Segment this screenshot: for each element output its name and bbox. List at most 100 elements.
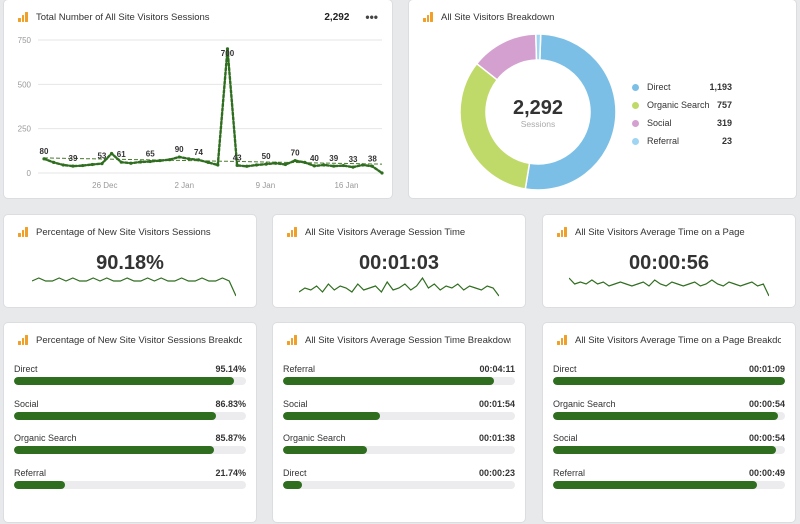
breakdown-row-value: 00:00:54	[748, 398, 785, 409]
data-point[interactable]	[177, 155, 181, 159]
progress-fill	[553, 480, 758, 489]
breakdown-row-organic-search[interactable]: Organic Search 00:01:38	[283, 432, 515, 467]
breakdown-row-referral[interactable]: Referral 00:00:49	[553, 467, 785, 502]
data-point[interactable]	[293, 158, 297, 163]
data-point[interactable]	[254, 163, 259, 167]
kpi-value: 90.18%	[96, 252, 164, 274]
data-point[interactable]	[100, 162, 104, 166]
data-point[interactable]	[187, 157, 191, 161]
data-label: 33	[349, 155, 358, 164]
trend-line	[43, 157, 383, 165]
data-point[interactable]	[61, 163, 65, 167]
legend-swatch	[632, 119, 639, 127]
data-point[interactable]	[129, 161, 133, 165]
data-point[interactable]	[380, 171, 384, 175]
data-point[interactable]	[322, 163, 326, 167]
breakdown-row-organic-search[interactable]: Organic Search 85.87%	[14, 432, 246, 467]
data-point[interactable]	[303, 160, 307, 164]
data-point[interactable]	[216, 163, 220, 167]
data-point[interactable]	[235, 163, 239, 167]
progress-fill	[283, 377, 495, 385]
data-point[interactable]	[148, 159, 152, 164]
breakdown-row-direct[interactable]: Direct 95.14%	[14, 363, 246, 398]
progress-track	[283, 446, 515, 454]
breakdown-row-value: 85.87%	[215, 433, 246, 443]
breakdown-row-label: Referral	[14, 467, 47, 478]
donut-slice-direct[interactable]	[524, 33, 617, 191]
x-tick-label: 16 Jan	[334, 181, 358, 190]
breakdown-row-direct[interactable]: Direct 00:00:23	[283, 467, 515, 502]
data-point[interactable]	[110, 151, 114, 156]
data-point[interactable]	[361, 163, 365, 167]
kpi-card-page-time: All Site Visitors Average Time on a Page…	[543, 215, 795, 307]
data-point[interactable]	[332, 164, 336, 168]
data-point[interactable]	[283, 162, 288, 167]
data-point[interactable]	[312, 164, 316, 168]
donut-center-label: Sessions	[521, 119, 556, 129]
breakdown-row-label: Social	[283, 398, 308, 409]
data-point[interactable]	[81, 163, 85, 168]
legend-item-direct[interactable]: Direct 1,193	[632, 78, 732, 96]
data-label: 80	[40, 147, 49, 156]
data-point[interactable]	[71, 164, 75, 168]
progress-fill	[283, 411, 381, 420]
legend-label: Organic Search	[647, 100, 710, 110]
data-point[interactable]	[206, 160, 210, 164]
breakdown-row-value: 86.83%	[215, 398, 246, 409]
data-point[interactable]	[196, 158, 201, 162]
breakdown-row-social[interactable]: Social 00:01:54	[283, 398, 515, 433]
breakdown-legend: Direct 1,193 Organic Search 757 Social 319 Ref…	[632, 78, 732, 150]
kpi-card-session-time: All Site Visitors Average Session Time 0…	[273, 215, 525, 307]
data-point[interactable]	[245, 164, 249, 168]
progress-track	[283, 377, 515, 385]
kpi-title: All Site Visitors Average Session Time	[305, 226, 466, 238]
donut-slice-referral[interactable]	[535, 33, 542, 61]
data-point[interactable]	[370, 164, 374, 168]
data-point[interactable]	[138, 160, 143, 164]
legend-label: Social	[647, 118, 672, 128]
breakdown-card-header: All Site Visitors Breakdown	[423, 10, 782, 24]
breakdown-row-social[interactable]: Social 00:00:54	[553, 432, 785, 467]
progress-fill	[553, 411, 779, 420]
breakdown-row-referral[interactable]: Referral 00:04:11	[283, 363, 515, 398]
more-options-icon[interactable]: •••	[365, 10, 378, 24]
bar-chart-icon	[557, 335, 567, 345]
data-point[interactable]	[42, 157, 46, 161]
breakdown-row-direct[interactable]: Direct 00:01:09	[553, 363, 785, 398]
data-point[interactable]	[90, 162, 94, 167]
data-point[interactable]	[225, 47, 230, 51]
breakdown-percent-header: Percentage of New Site Visitor Sessions …	[18, 333, 242, 347]
data-point[interactable]	[167, 158, 172, 162]
sparkline-path	[569, 277, 769, 297]
breakdown-row-value: 95.14%	[215, 364, 246, 374]
data-point[interactable]	[158, 158, 162, 163]
data-point[interactable]	[274, 161, 278, 165]
kpi-title: Percentage of New Site Visitors Sessions	[36, 226, 211, 238]
breakdown-row-referral[interactable]: Referral 21.74%	[14, 467, 246, 502]
progress-track	[553, 446, 785, 454]
data-point[interactable]	[119, 160, 123, 164]
breakdown-row-label: Organic Search	[553, 398, 616, 409]
data-point[interactable]	[52, 160, 56, 164]
donut-slice-organic-search[interactable]	[459, 62, 531, 190]
breakdown-row-label: Social	[14, 398, 39, 409]
progress-track	[553, 411, 785, 420]
breakdown-row-label: Direct	[283, 467, 307, 478]
legend-item-referral[interactable]: Referral 23	[632, 132, 732, 150]
breakdown-row-label: Direct	[553, 364, 577, 374]
legend-label: Referral	[647, 136, 680, 146]
breakdown-row-label: Referral	[553, 467, 586, 478]
breakdown-row-social[interactable]: Social 86.83%	[14, 398, 246, 433]
y-tick-label: 500	[18, 80, 32, 89]
progress-track	[553, 480, 785, 489]
breakdown-row-organic-search[interactable]: Organic Search 00:00:54	[553, 398, 785, 433]
legend-item-social[interactable]: Social 319	[632, 114, 732, 132]
data-point[interactable]	[341, 163, 345, 168]
breakdown-page-list: Direct 00:01:09 Organic Search 00:00:54 Soci…	[553, 363, 785, 501]
breakdown-row-label: Organic Search	[14, 433, 77, 443]
kpi-sparkline	[299, 277, 499, 297]
data-point[interactable]	[351, 165, 355, 169]
legend-item-organic-search[interactable]: Organic Search 757	[632, 96, 732, 114]
data-label: 70	[291, 149, 300, 158]
data-point[interactable]	[264, 162, 268, 166]
